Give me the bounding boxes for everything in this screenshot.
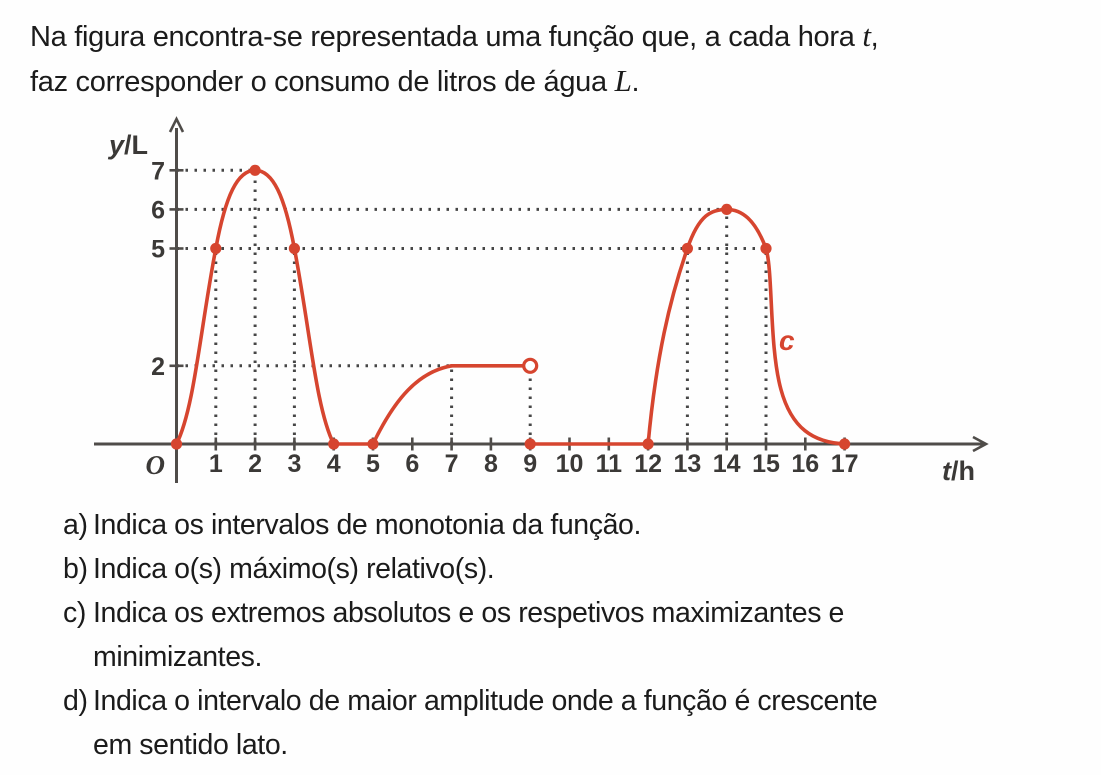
data-point — [642, 438, 654, 450]
x-tick-label: 5 — [366, 450, 380, 478]
data-point — [170, 438, 183, 450]
y-tick-label: 5 — [151, 236, 165, 264]
x-tick-label: 17 — [831, 450, 859, 478]
x-tick-label: 9 — [523, 450, 537, 478]
x-tick-label: 7 — [445, 450, 459, 478]
question-b-label: b) — [63, 553, 88, 585]
function-curve-segment — [646, 207, 847, 446]
y-tick-label: 6 — [151, 196, 165, 224]
question-a-label: a) — [63, 509, 88, 541]
intro-line2-punct: . — [631, 66, 640, 98]
question-a: a) Indica os intervalos de monotonia da … — [63, 503, 1093, 547]
y-axis-title: y/L — [107, 130, 148, 160]
math-var-L: L — [614, 63, 632, 98]
x-tick-label: 3 — [287, 450, 301, 478]
question-d-text-line1: Indica o intervalo de maior amplitude on… — [93, 685, 878, 717]
x-tick-label: 8 — [484, 450, 498, 478]
open-point — [522, 357, 539, 374]
x-tick-label: 14 — [713, 450, 741, 478]
x-axis-arrow-icon — [972, 435, 989, 453]
data-point — [524, 438, 536, 450]
intro-line1-text: Na figura encontra-se representada uma f… — [30, 21, 863, 53]
x-tick-label: 2 — [248, 450, 262, 478]
question-d-text-line2: em sentido lato. — [93, 729, 288, 761]
data-point — [210, 242, 222, 255]
question-b: b) Indica o(s) máximo(s) relativo(s). — [63, 547, 1093, 591]
data-point — [249, 164, 261, 176]
curve-label: c — [779, 325, 795, 356]
data-point — [681, 242, 694, 255]
x-tick-label: 10 — [556, 450, 584, 478]
intro-line2-text: faz corresponder o consumo de litros de … — [30, 66, 615, 98]
data-point — [288, 242, 300, 255]
intro-paragraph: Na figura encontra-se representada uma f… — [30, 14, 1090, 104]
questions-list: a) Indica os intervalos de monotonia da … — [63, 503, 1093, 767]
question-a-text: Indica os intervalos de monotonia da fun… — [93, 509, 642, 541]
question-b-text: Indica o(s) máximo(s) relativo(s). — [93, 553, 495, 585]
question-c-text-line1: Indica os extremos absolutos e os respet… — [93, 597, 845, 629]
data-point — [367, 438, 379, 450]
x-tick-label: 1 — [209, 450, 223, 478]
x-tick-label: 6 — [405, 450, 419, 478]
y-tick-label: 7 — [151, 157, 165, 185]
x-tick-label: 12 — [634, 450, 662, 478]
origin-label: O — [146, 450, 166, 480]
data-point — [760, 242, 772, 255]
x-tick-label: 15 — [752, 450, 780, 478]
x-tick-label: 16 — [791, 450, 819, 478]
x-tick-label: 4 — [327, 450, 341, 478]
function-curve-segment — [371, 364, 454, 446]
data-point — [721, 203, 733, 215]
data-point — [839, 438, 851, 450]
question-d: d) Indica o intervalo de maior amplitude… — [63, 679, 1093, 767]
math-var-t: t — [862, 18, 871, 53]
question-d-label: d) — [63, 685, 88, 717]
x-tick-label: 11 — [596, 450, 623, 478]
question-c: c) Indica os extremos absolutos e os res… — [63, 591, 1093, 679]
question-c-text-line2: minimizantes. — [93, 641, 263, 673]
y-tick-label: 2 — [151, 353, 165, 381]
intro-line1-punct: , — [870, 21, 879, 53]
question-c-label: c) — [63, 597, 86, 629]
x-axis-title: t/h — [942, 456, 975, 486]
data-point — [328, 438, 340, 450]
x-tick-label: 13 — [673, 450, 701, 478]
y-axis-arrow-icon — [168, 116, 185, 133]
